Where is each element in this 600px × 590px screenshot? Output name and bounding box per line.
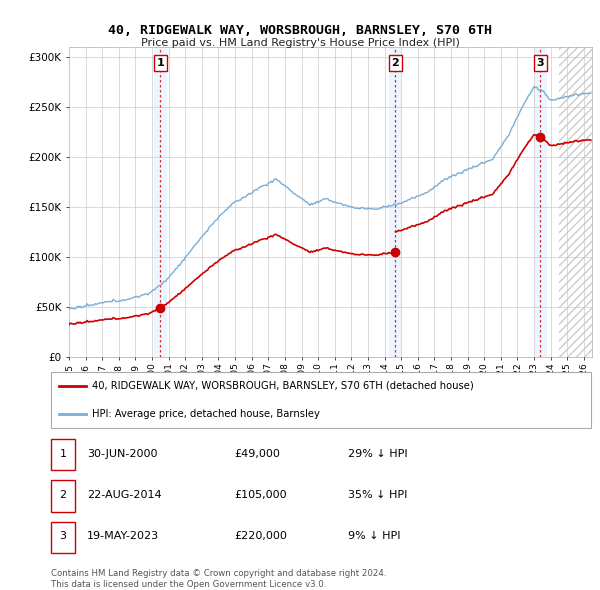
Bar [559, 47, 592, 357]
Text: 9% ↓ HPI: 9% ↓ HPI [348, 532, 401, 542]
Text: Contains HM Land Registry data © Crown copyright and database right 2024.
This d: Contains HM Land Registry data © Crown c… [51, 569, 386, 589]
Text: 22-AUG-2014: 22-AUG-2014 [87, 490, 161, 500]
Text: 2: 2 [391, 58, 399, 68]
Text: 19-MAY-2023: 19-MAY-2023 [87, 532, 159, 542]
Text: 3: 3 [59, 532, 67, 542]
Text: 40, RIDGEWALK WAY, WORSBROUGH, BARNSLEY, S70 6TH (detached house): 40, RIDGEWALK WAY, WORSBROUGH, BARNSLEY,… [91, 381, 473, 391]
FancyBboxPatch shape [51, 372, 591, 428]
Bar [154, 47, 167, 357]
Text: 3: 3 [536, 58, 544, 68]
Text: 35% ↓ HPI: 35% ↓ HPI [348, 490, 407, 500]
Text: £105,000: £105,000 [234, 490, 287, 500]
Bar [534, 47, 547, 357]
Text: 40, RIDGEWALK WAY, WORSBROUGH, BARNSLEY, S70 6TH: 40, RIDGEWALK WAY, WORSBROUGH, BARNSLEY,… [108, 24, 492, 37]
Text: £220,000: £220,000 [234, 532, 287, 542]
Text: 30-JUN-2000: 30-JUN-2000 [87, 449, 157, 459]
Bar [389, 47, 402, 357]
Text: £49,000: £49,000 [234, 449, 280, 459]
Text: HPI: Average price, detached house, Barnsley: HPI: Average price, detached house, Barn… [91, 409, 319, 419]
Text: 1: 1 [59, 449, 67, 459]
Text: Price paid vs. HM Land Registry's House Price Index (HPI): Price paid vs. HM Land Registry's House … [140, 38, 460, 48]
Text: 2: 2 [59, 490, 67, 500]
Bar [559, 47, 592, 357]
Text: 29% ↓ HPI: 29% ↓ HPI [348, 449, 407, 459]
Text: 1: 1 [157, 58, 164, 68]
